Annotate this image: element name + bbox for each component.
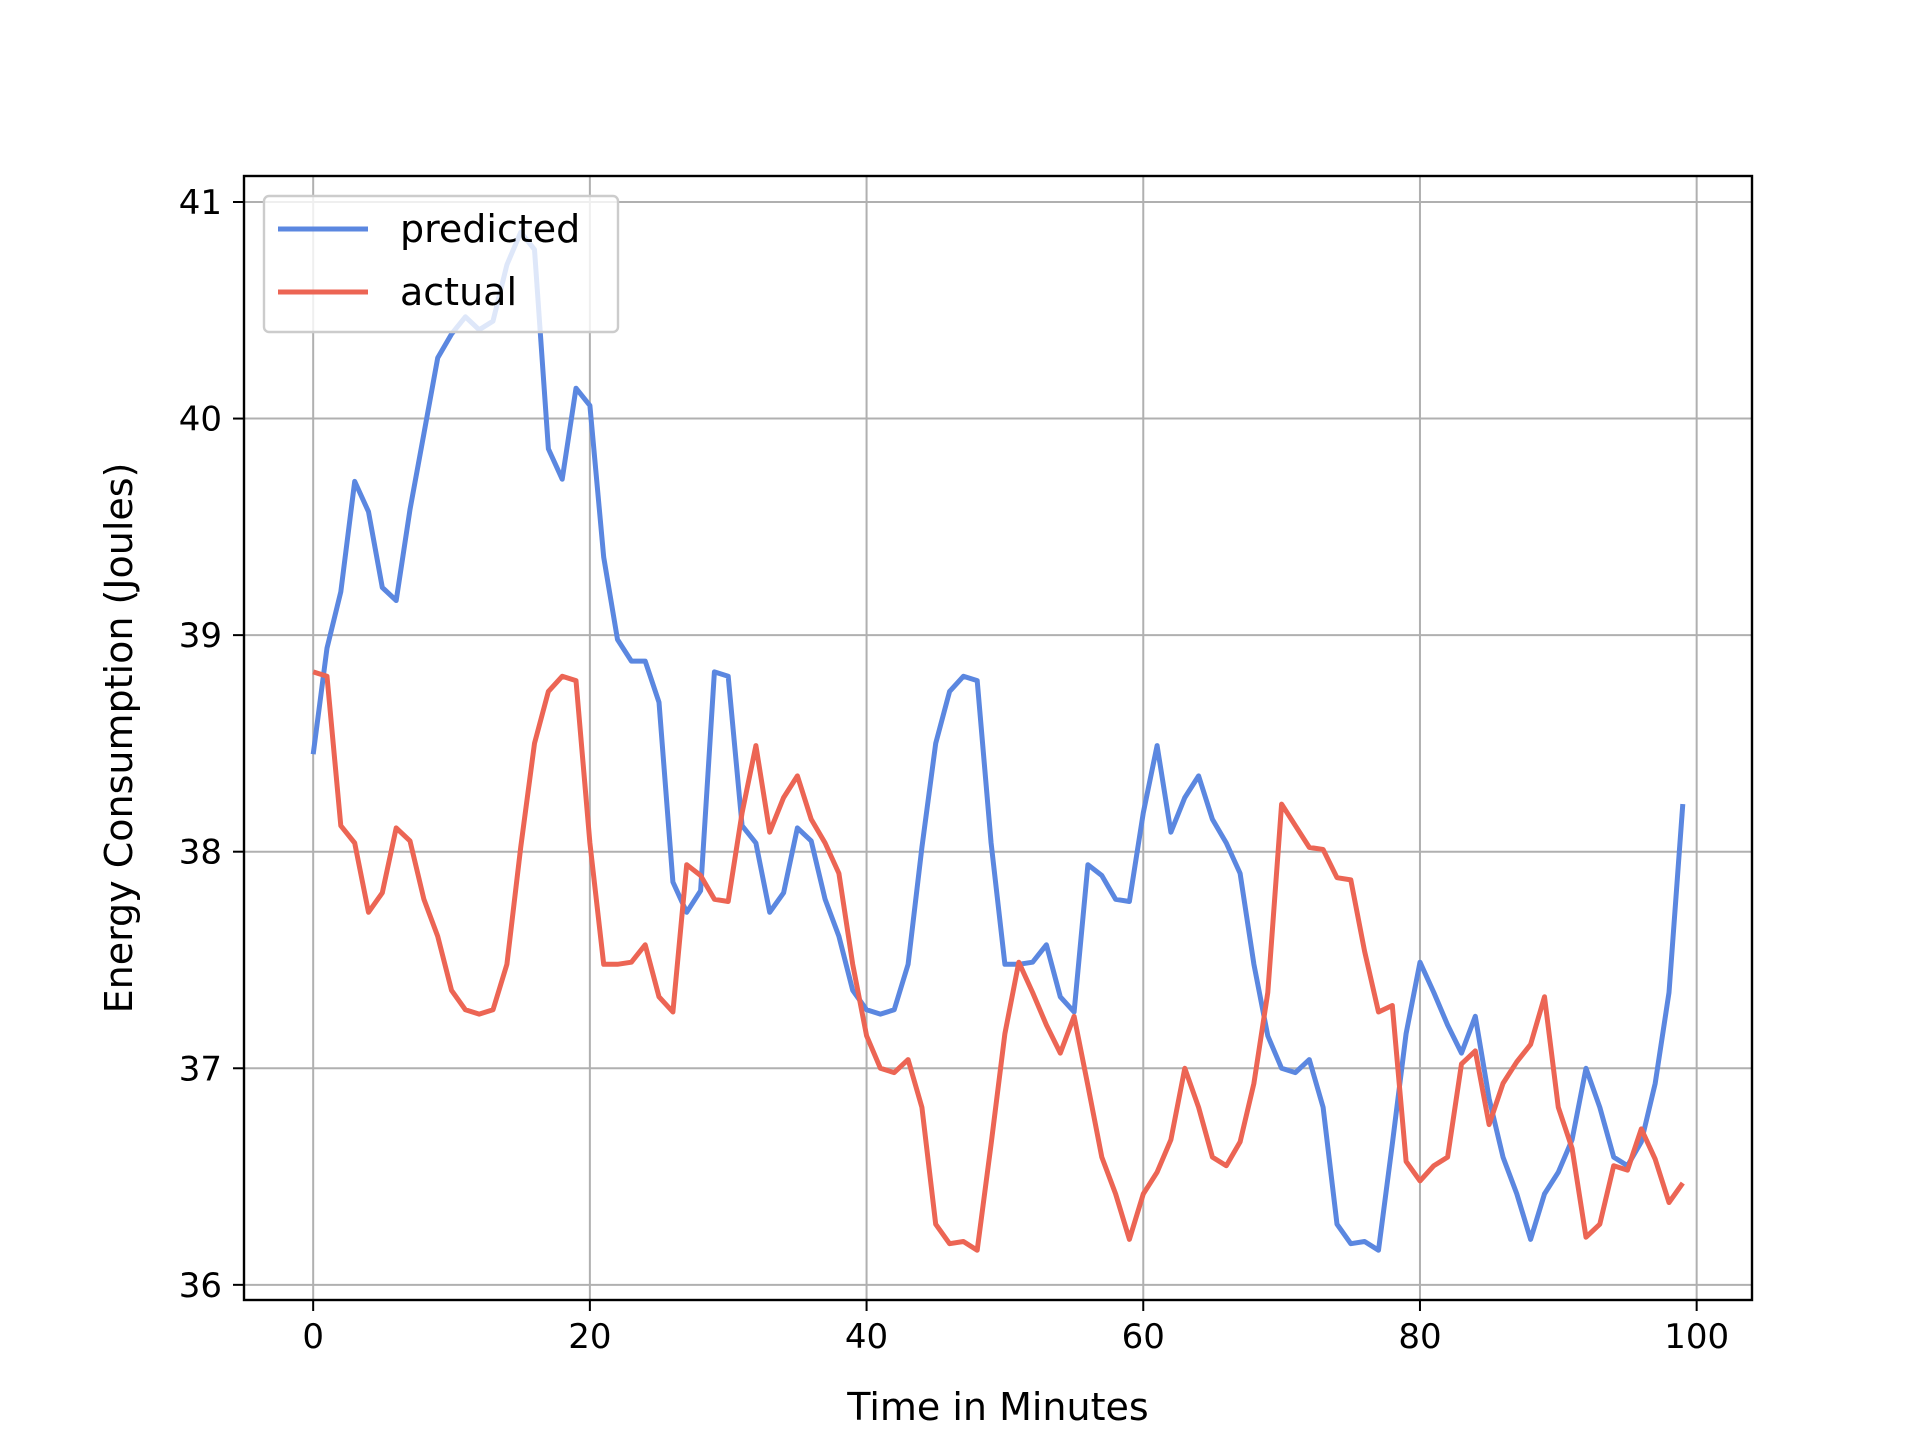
y-tick-label: 40 xyxy=(179,400,222,440)
x-tick-label: 20 xyxy=(568,1317,611,1357)
legend-label-predicted: predicted xyxy=(400,207,580,251)
x-tick-label: 40 xyxy=(845,1317,888,1357)
legend-label-actual: actual xyxy=(400,270,517,314)
y-tick-label: 39 xyxy=(179,616,222,656)
y-axis-label: Energy Consumption (Joules) xyxy=(97,463,141,1014)
x-tick-label: 60 xyxy=(1122,1317,1165,1357)
y-tick-label: 41 xyxy=(179,183,222,223)
y-tick-label: 38 xyxy=(179,833,222,873)
x-tick-label: 80 xyxy=(1398,1317,1441,1357)
series-line-predicted xyxy=(310,229,1686,1253)
series-line-actual xyxy=(312,669,1685,1253)
legend: predicted actual xyxy=(262,194,620,334)
axis-ticks: 0 20 40 60 80 100 36 37 38 39 40 41 xyxy=(179,183,1729,1357)
x-axis-label: Time in Minutes xyxy=(846,1385,1148,1429)
series-layer xyxy=(310,229,1686,1253)
y-tick-label: 37 xyxy=(179,1049,222,1089)
x-tick-label: 0 xyxy=(302,1317,324,1357)
grid xyxy=(244,176,1752,1300)
plot-frame xyxy=(242,174,1754,1302)
x-tick-label: 100 xyxy=(1664,1317,1729,1357)
y-tick-label: 36 xyxy=(179,1266,222,1306)
